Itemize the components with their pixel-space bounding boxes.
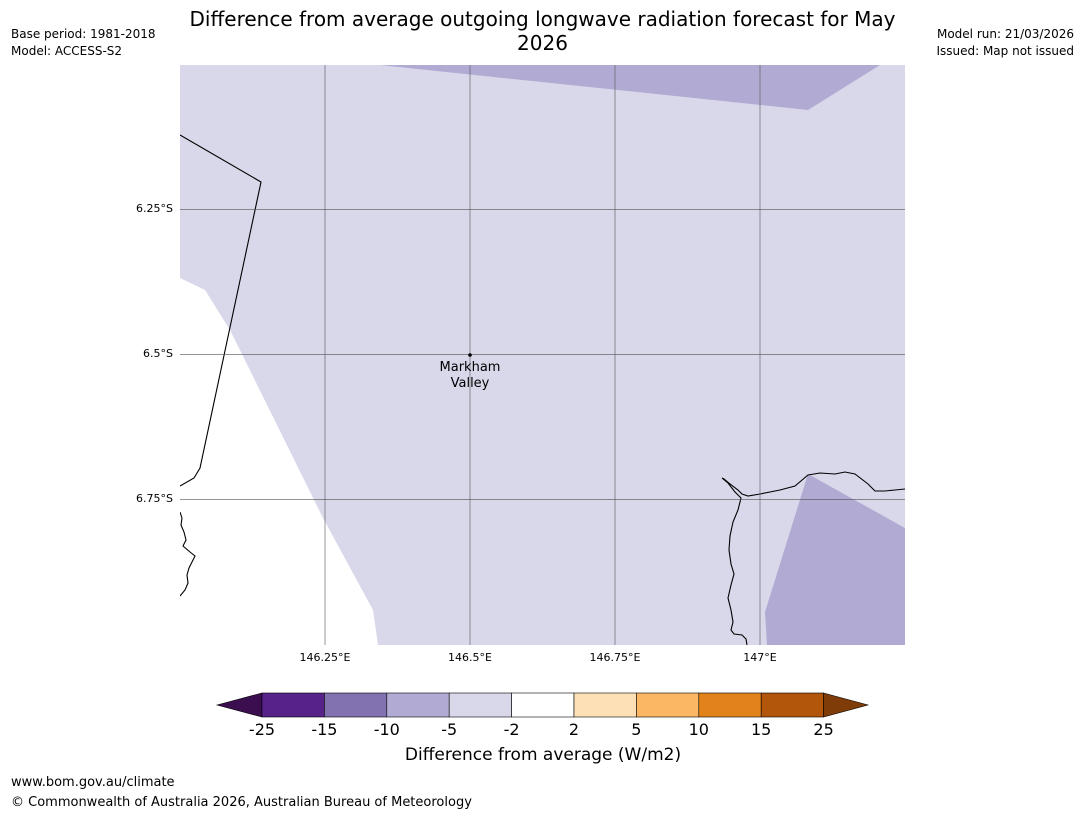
map-title: Difference from average outgoing longwav…: [189, 7, 896, 55]
model-run-text: Model run: 21/03/2026: [936, 27, 1074, 41]
model-text: Model: ACCESS-S2: [11, 44, 123, 58]
coastline-west: [180, 511, 196, 597]
place-marker: [468, 353, 472, 357]
colorbar-title: Difference from average (W/m2): [404, 745, 682, 765]
colorbar-bin: [698, 692, 762, 718]
colorbar: [215, 692, 870, 718]
lon-label-146-75: 146.75°E: [589, 651, 641, 664]
colorbar-over-arrow: [823, 692, 870, 718]
colorbar-bin: [511, 692, 575, 718]
colorbar-bin: [573, 692, 637, 718]
anomaly-region-medium-north: [380, 65, 880, 110]
meta-right: Model run: 21/03/2026 Issued: Map not is…: [936, 26, 1074, 60]
anomaly-region-medium-southeast: [765, 474, 905, 645]
colorbar-tick: -25: [248, 720, 276, 739]
lon-label-146-25: 146.25°E: [299, 651, 351, 664]
colorbar-bin: [636, 692, 700, 718]
anomaly-region-light: [180, 65, 905, 645]
lat-label-6-5: 6.5°S: [143, 347, 173, 360]
colorbar-bin: [324, 692, 388, 718]
place-label: Markham Valley: [439, 360, 501, 391]
colorbar-tick: -15: [311, 720, 338, 739]
colorbar-bin: [760, 692, 824, 718]
colorbar-tick: 5: [631, 720, 642, 739]
meta-left: Base period: 1981-2018 Model: ACCESS-S2: [11, 26, 156, 60]
map-panel: [180, 65, 905, 645]
base-period-text: Base period: 1981-2018: [11, 27, 156, 41]
colorbar-under-arrow: [215, 692, 263, 718]
footer-url: www.bom.gov.au/climate: [11, 775, 175, 790]
colorbar-bin: [448, 692, 512, 718]
colorbar-tick: 2: [568, 720, 580, 739]
coastline-east: [721, 471, 905, 645]
lat-label-6-25: 6.25°S: [136, 202, 173, 215]
lon-label-146-5: 146.5°E: [448, 651, 492, 664]
border-line: [180, 134, 262, 487]
coastlines: [180, 134, 905, 645]
footer-copyright: © Commonwealth of Australia 2026, Austra…: [11, 795, 472, 810]
colorbar-tick: 15: [751, 720, 772, 739]
colorbar-bin: [386, 692, 450, 718]
colorbar-tick: 10: [688, 720, 709, 739]
lat-label-6-75: 6.75°S: [136, 492, 173, 505]
colorbar-tick: -5: [441, 720, 458, 739]
colorbar-tick: -2: [503, 720, 520, 739]
lon-label-147: 147°E: [743, 651, 777, 664]
colorbar-tick: 25: [813, 720, 834, 739]
colorbar-tick: -10: [373, 720, 400, 739]
colorbar-bin: [261, 692, 325, 718]
issued-text: Issued: Map not issued: [936, 44, 1074, 58]
